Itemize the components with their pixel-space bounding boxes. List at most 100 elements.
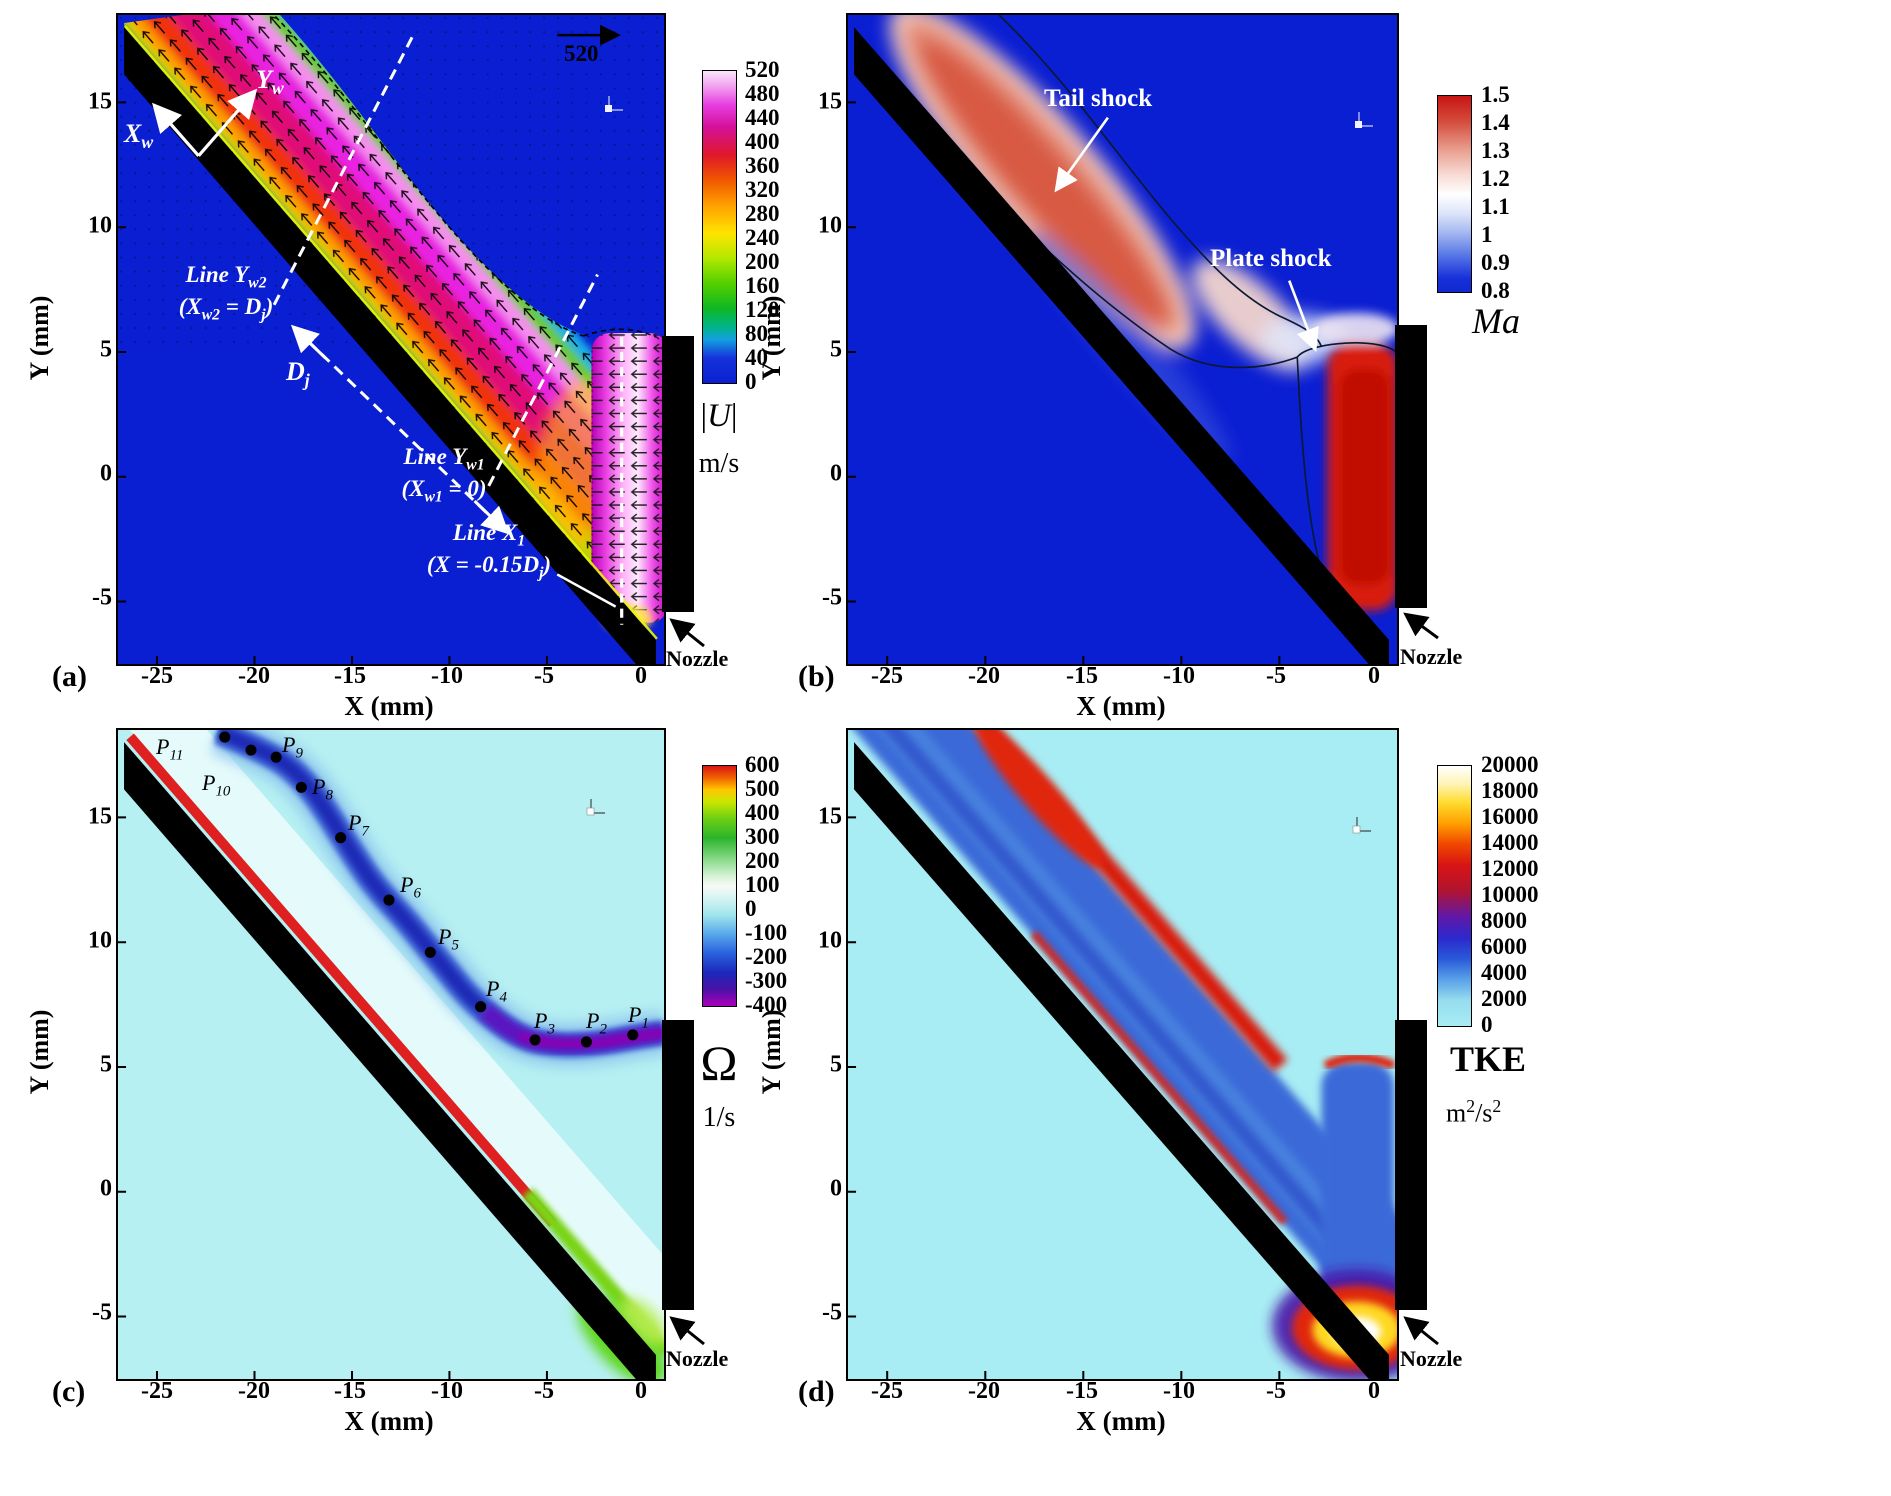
x-tick: -10: [431, 663, 463, 689]
x-tick: -25: [871, 1378, 903, 1404]
probe-label-p10: P10: [202, 770, 231, 800]
panel-letter-c: (c): [52, 1375, 86, 1408]
xw-label: Xw: [124, 119, 154, 153]
y-axis-label-d: Y (mm): [757, 1009, 786, 1095]
measurement-lines: [272, 36, 624, 625]
x-tick: -25: [141, 1378, 173, 1404]
colorbar-tick: 20000: [1481, 752, 1539, 777]
panel-letter-d: (d): [798, 1375, 835, 1408]
colorbar-tick: -200: [745, 944, 788, 969]
dj-distance-line: [294, 327, 506, 532]
mach-contour-field: [848, 15, 1397, 664]
dj-label: Dj: [286, 357, 310, 391]
colorbar-tick: 1.1: [1481, 194, 1510, 219]
x-tick: -10: [431, 1378, 463, 1404]
x-tick: -20: [968, 1378, 1000, 1404]
y-tick: 0: [100, 460, 112, 487]
jet-boundary-contour: [272, 15, 657, 338]
colorbar-tick: -300: [745, 968, 788, 993]
probe-label-p3: P3: [534, 1008, 555, 1038]
x-tick: -10: [1163, 1378, 1195, 1404]
y-tick: 15: [818, 803, 842, 830]
tail-shock-arrow: [1054, 116, 1109, 193]
colorbar-tick: 200: [745, 249, 780, 274]
x-tick: -25: [871, 663, 903, 689]
colorbar-tick: 160: [745, 273, 780, 298]
colorbar-tick: 0: [1481, 1012, 1493, 1037]
colorbar-tick: 1.2: [1481, 166, 1510, 191]
units-label-d: m2/s2: [1446, 1096, 1502, 1128]
positive-vorticity-wall-sheet: [126, 733, 557, 1227]
y-tick: 10: [88, 212, 112, 239]
colorbar-tick: 12000: [1481, 856, 1539, 881]
colorbar-tick: 0: [745, 369, 757, 394]
colorbar-tick: 440: [745, 105, 780, 130]
colorbar-tick: -400: [745, 992, 788, 1017]
y-tick: 10: [818, 212, 842, 239]
colorbar-tick: 600: [745, 752, 780, 777]
quantity-label-d: TKE: [1450, 1039, 1527, 1079]
colorbar-d: [1437, 765, 1472, 1027]
colorbar-tick: 400: [745, 800, 780, 825]
probe-label-p2: P2: [586, 1008, 607, 1038]
quantity-label-a: |U|: [700, 398, 738, 434]
y-tick: -5: [822, 584, 842, 611]
probe-label-p1: P1: [628, 1002, 649, 1032]
xw-axis-arrow: [152, 102, 200, 157]
nozzle-label-c: Nozzle: [666, 1346, 729, 1371]
colorbar-tick: 16000: [1481, 804, 1539, 829]
colorbar-tick: 500: [745, 776, 780, 801]
colorbar-tick: 480: [745, 81, 780, 106]
colorbar-b: [1437, 95, 1472, 293]
colorbar-tick: 14000: [1481, 830, 1539, 855]
nozzle-label-a: Nozzle: [666, 646, 729, 671]
inclined-plate: [854, 742, 1389, 1379]
nozzle-body-d: [1395, 1020, 1427, 1310]
reference-vector-label: 520: [564, 41, 599, 66]
orientation-axes-icon: [1352, 817, 1371, 834]
colorbar-tick: 40: [745, 345, 768, 370]
y-tick: 5: [830, 1051, 842, 1078]
colorbar-tick: 4000: [1481, 960, 1527, 985]
units-label-a: m/s: [698, 448, 740, 479]
y-tick: 0: [830, 1175, 842, 1202]
colorbar-tick: 80: [745, 321, 768, 346]
x-tick: -5: [1266, 663, 1286, 689]
x-tick: -20: [238, 663, 270, 689]
probe-label-p8: P8: [312, 774, 333, 804]
x-tick: -5: [534, 1378, 554, 1404]
axis-tick-marks: [118, 816, 646, 1379]
colorbar-tick: 100: [745, 872, 780, 897]
inclined-plate: [124, 742, 656, 1379]
colorbar-tick: 120: [745, 297, 780, 322]
x-tick: -20: [968, 663, 1000, 689]
probe-label-p11: P11: [156, 734, 184, 764]
nozzle-label-b: Nozzle: [1400, 644, 1463, 669]
plate-shock-region: [1314, 312, 1397, 611]
colorbar-tick: 1.4: [1481, 110, 1510, 135]
tke-contour-field: [848, 730, 1397, 1379]
nozzle-label-d: Nozzle: [1400, 1346, 1463, 1371]
x-tick: 0: [1368, 663, 1380, 689]
y-tick: 0: [830, 460, 842, 487]
x-tick: -15: [334, 663, 366, 689]
probe-label-p7: P7: [348, 810, 369, 840]
plot-b-mach-field: Tail shock Plate shock: [846, 13, 1399, 666]
nozzle-body-c: [662, 1020, 694, 1310]
line-x1-label: Line X1 (X = -0.15Dj): [426, 520, 552, 582]
x-axis-label-b: X (mm): [1076, 691, 1166, 721]
y-tick: -5: [92, 1299, 112, 1326]
colorbar-a: [702, 70, 737, 384]
line-yw1: [487, 273, 599, 487]
line-yw2-label: Line Yw2 (Xw2 = Dj): [178, 262, 274, 324]
y-tick: 10: [818, 927, 842, 954]
x-tick: -15: [1066, 663, 1098, 689]
orientation-axes-icon: [605, 96, 623, 112]
quantity-label-b: Ma: [1472, 301, 1520, 341]
colorbar-tick: -100: [745, 920, 788, 945]
colorbar-tick: 200: [745, 848, 780, 873]
yw-axis-arrow: [197, 88, 258, 157]
colorbar-tick: 0.8: [1481, 278, 1510, 303]
nozzle-arrow-b: [1403, 612, 1439, 640]
probe-points: [219, 731, 639, 1048]
